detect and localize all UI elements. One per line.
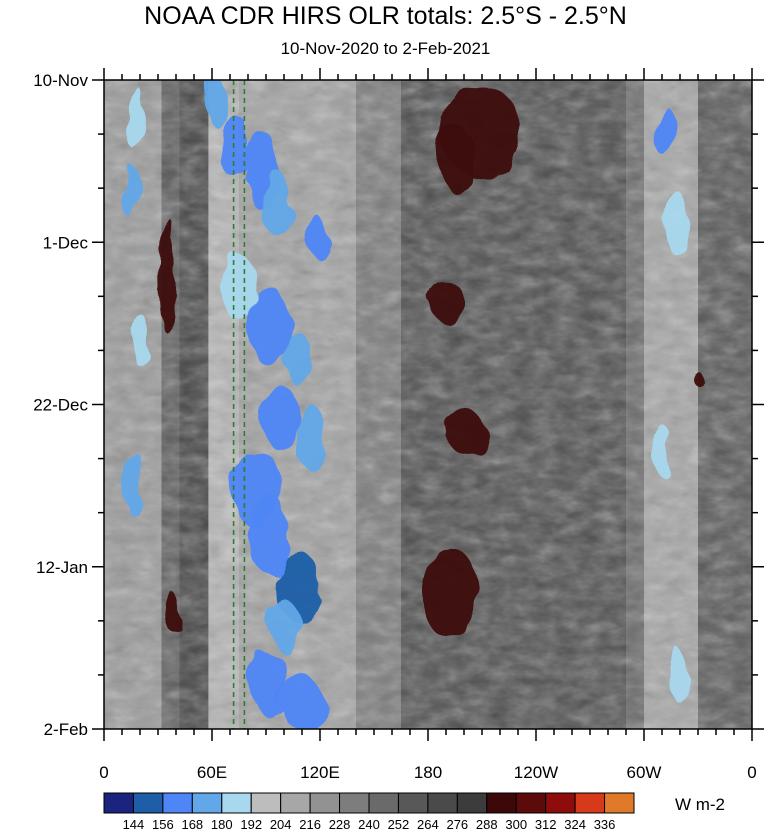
x-tick-label: 120E bbox=[300, 763, 340, 782]
colorbar-label: 336 bbox=[594, 817, 616, 830]
colorbar-swatch bbox=[309, 792, 341, 814]
x-tick-label: 0 bbox=[99, 763, 108, 782]
field-blob bbox=[665, 190, 688, 256]
field-blob bbox=[428, 281, 464, 321]
colorbar-label: 204 bbox=[270, 817, 292, 830]
field-blob bbox=[248, 495, 292, 574]
colorbar-label: 216 bbox=[299, 817, 321, 830]
colorbar-swatch bbox=[368, 792, 399, 814]
colorbar-label: 276 bbox=[446, 817, 468, 830]
colorbar-swatch bbox=[427, 792, 458, 814]
y-tick-label: 2-Feb bbox=[44, 720, 88, 739]
field-blob bbox=[131, 313, 149, 366]
chart-title: NOAA CDR HIRS OLR totals: 2.5°S - 2.5°N bbox=[144, 2, 627, 30]
y-tick-label: 12-Jan bbox=[36, 558, 88, 577]
x-tick-label: 60W bbox=[627, 763, 662, 782]
colorbar-label: 312 bbox=[535, 817, 557, 830]
colorbar-label: 324 bbox=[564, 817, 586, 830]
colorbar-swatch bbox=[456, 792, 488, 814]
x-tick-label: 0 bbox=[747, 763, 756, 782]
field-texture bbox=[104, 80, 752, 729]
reference-lines bbox=[232, 80, 246, 729]
colorbar: 144 156 168 180 192 204 216 228 240 252 264 276 288 3… bbox=[103, 792, 725, 830]
x-tick-label: 60E bbox=[197, 763, 227, 782]
field-blob bbox=[221, 255, 257, 321]
colorbar-swatch bbox=[515, 792, 547, 814]
field-blob bbox=[122, 449, 144, 515]
colorbar-label: 252 bbox=[388, 817, 410, 830]
x-tick-label: 180 bbox=[414, 763, 442, 782]
colorbar-swatch bbox=[162, 792, 193, 814]
field-blob bbox=[305, 216, 328, 256]
field-blob bbox=[653, 423, 671, 476]
colorbar-swatch bbox=[397, 792, 429, 814]
field-blob bbox=[296, 404, 326, 470]
field-blob bbox=[280, 677, 324, 729]
colorbar-label: 180 bbox=[211, 817, 233, 830]
field-blob bbox=[262, 385, 299, 450]
field-blob bbox=[269, 599, 299, 652]
x-tick-label: 120W bbox=[514, 763, 558, 782]
colorbar-label: 240 bbox=[358, 817, 380, 830]
field-blob bbox=[671, 651, 689, 704]
field-blob bbox=[251, 651, 288, 717]
colorbar-units: W m-2 bbox=[675, 795, 725, 814]
colorbar-swatch bbox=[574, 792, 606, 814]
field-blob bbox=[248, 287, 292, 366]
colorbar-label: 300 bbox=[505, 817, 527, 830]
colorbar-label: 144 bbox=[123, 817, 145, 830]
x-axis: 0 60E 120E 180 120W 60W 0 bbox=[99, 68, 757, 782]
field-blob bbox=[656, 105, 675, 158]
y-tick-label: 10-Nov bbox=[33, 71, 88, 90]
field-blob bbox=[159, 216, 175, 334]
colorbar-label: 288 bbox=[476, 817, 498, 830]
colorbar-label: 192 bbox=[240, 817, 262, 830]
colorbar-label: 168 bbox=[181, 817, 203, 830]
field-blob bbox=[262, 170, 292, 236]
colorbar-swatch bbox=[545, 792, 576, 814]
field-blob bbox=[420, 547, 479, 639]
chart-subtitle: 10-Nov-2020 to 2-Feb-2021 bbox=[280, 39, 491, 58]
colorbar-swatch bbox=[191, 792, 223, 814]
colorbar-swatch bbox=[250, 792, 282, 814]
y-axis: 10-Nov 1-Dec 22-Dec 12-Jan 2-Feb bbox=[33, 71, 764, 739]
y-tick-label: 1-Dec bbox=[43, 233, 89, 252]
y-tick-label: 22-Dec bbox=[33, 396, 88, 415]
colorbar-swatch bbox=[132, 792, 164, 814]
field-blob bbox=[204, 80, 227, 126]
field-blob bbox=[127, 86, 146, 152]
colorbar-swatch bbox=[604, 792, 635, 814]
colorbar-label: 156 bbox=[152, 817, 174, 830]
colorbar-swatch bbox=[280, 792, 311, 814]
colorbar-label: 264 bbox=[417, 817, 439, 830]
field-blob bbox=[118, 164, 140, 217]
colorbar-swatch bbox=[221, 792, 252, 814]
field-blob bbox=[692, 372, 704, 386]
field-blob bbox=[437, 125, 473, 191]
colorbar-label: 228 bbox=[329, 817, 351, 830]
colorbar-swatch bbox=[103, 792, 134, 814]
field-blob bbox=[284, 333, 313, 386]
field-blob bbox=[165, 592, 180, 632]
colorbar-swatch bbox=[486, 792, 517, 814]
field-blob bbox=[442, 410, 486, 450]
olr-field bbox=[104, 80, 752, 729]
colorbar-swatch bbox=[339, 792, 370, 814]
